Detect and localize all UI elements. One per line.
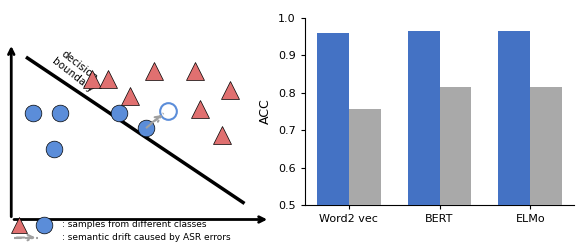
Bar (317, 33, 349, 250)
Text: decision
boundary: decision boundary (50, 47, 102, 94)
Y-axis label: ACC: ACC (260, 98, 272, 124)
Bar (530, 87, 562, 250)
Bar (499, 32, 530, 250)
Bar (349, 110, 380, 250)
Text: : semantic drift caused by ASR errors: : semantic drift caused by ASR errors (63, 233, 231, 242)
Bar (440, 87, 471, 250)
Bar (408, 31, 440, 250)
Text: : samples from different classes: : samples from different classes (63, 220, 207, 229)
